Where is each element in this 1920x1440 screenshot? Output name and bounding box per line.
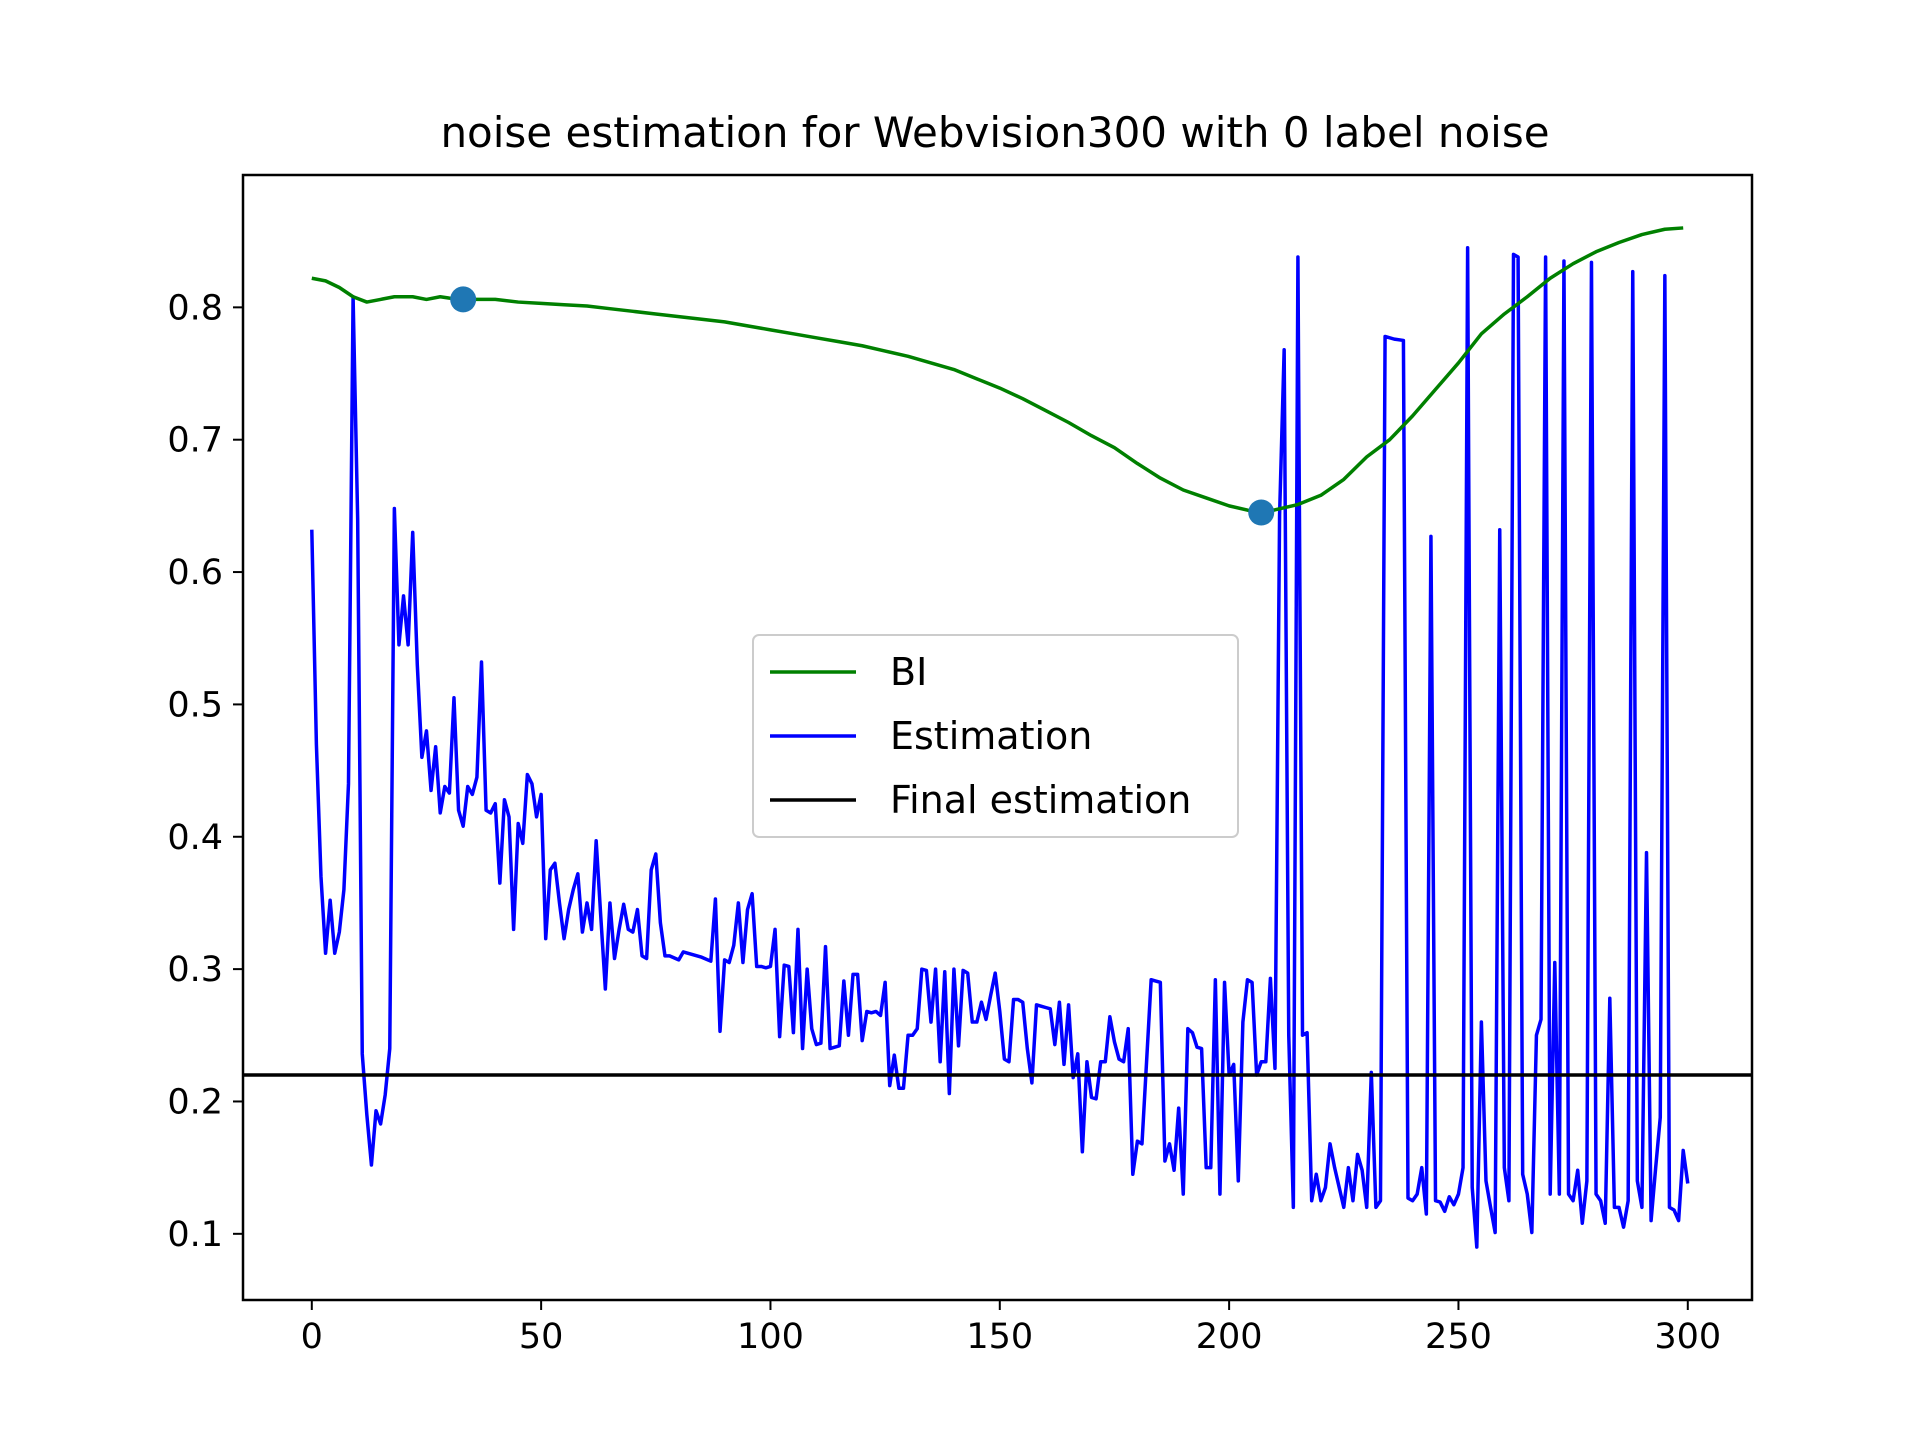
y-tick-label: 0.6	[167, 553, 223, 593]
x-tick-label: 100	[737, 1317, 804, 1357]
y-tick-label: 0.8	[167, 288, 223, 328]
y-tick-label: 0.4	[167, 818, 223, 858]
series-estimation-line	[310, 246, 1690, 1249]
y-tick-label: 0.7	[167, 421, 223, 461]
x-tick-label: 250	[1425, 1317, 1492, 1357]
legend-label: Estimation	[890, 714, 1092, 758]
marker-layer	[450, 286, 1275, 526]
x-tick-label: 0	[301, 1317, 323, 1357]
marker-point	[450, 286, 477, 313]
legend: BI Estimation Final estimation	[752, 634, 1239, 838]
legend-label: BI	[890, 650, 927, 694]
y-tick-label: 0.1	[167, 1215, 223, 1255]
x-tick-label: 50	[519, 1317, 564, 1357]
y-tick-label: 0.2	[167, 1082, 223, 1122]
y-tick-label: 0.3	[167, 950, 223, 990]
y-tick-label: 0.5	[167, 685, 223, 725]
y-axis: 0.1 0.2 0.3 0.4 0.5 0.6 0.7 0.8	[167, 288, 243, 1255]
legend-label: Final estimation	[890, 778, 1191, 822]
legend-box	[752, 634, 1239, 838]
x-axis: 0 50 100 150 200 250 300	[301, 1300, 1721, 1357]
x-tick-label: 200	[1196, 1317, 1263, 1357]
x-tick-label: 300	[1654, 1317, 1721, 1357]
marker-point	[1248, 499, 1275, 526]
axes-frame	[241, 173, 1754, 1302]
x-tick-label: 150	[966, 1317, 1033, 1357]
chart-title: noise estimation for Webvision300 with 0…	[440, 108, 1549, 157]
